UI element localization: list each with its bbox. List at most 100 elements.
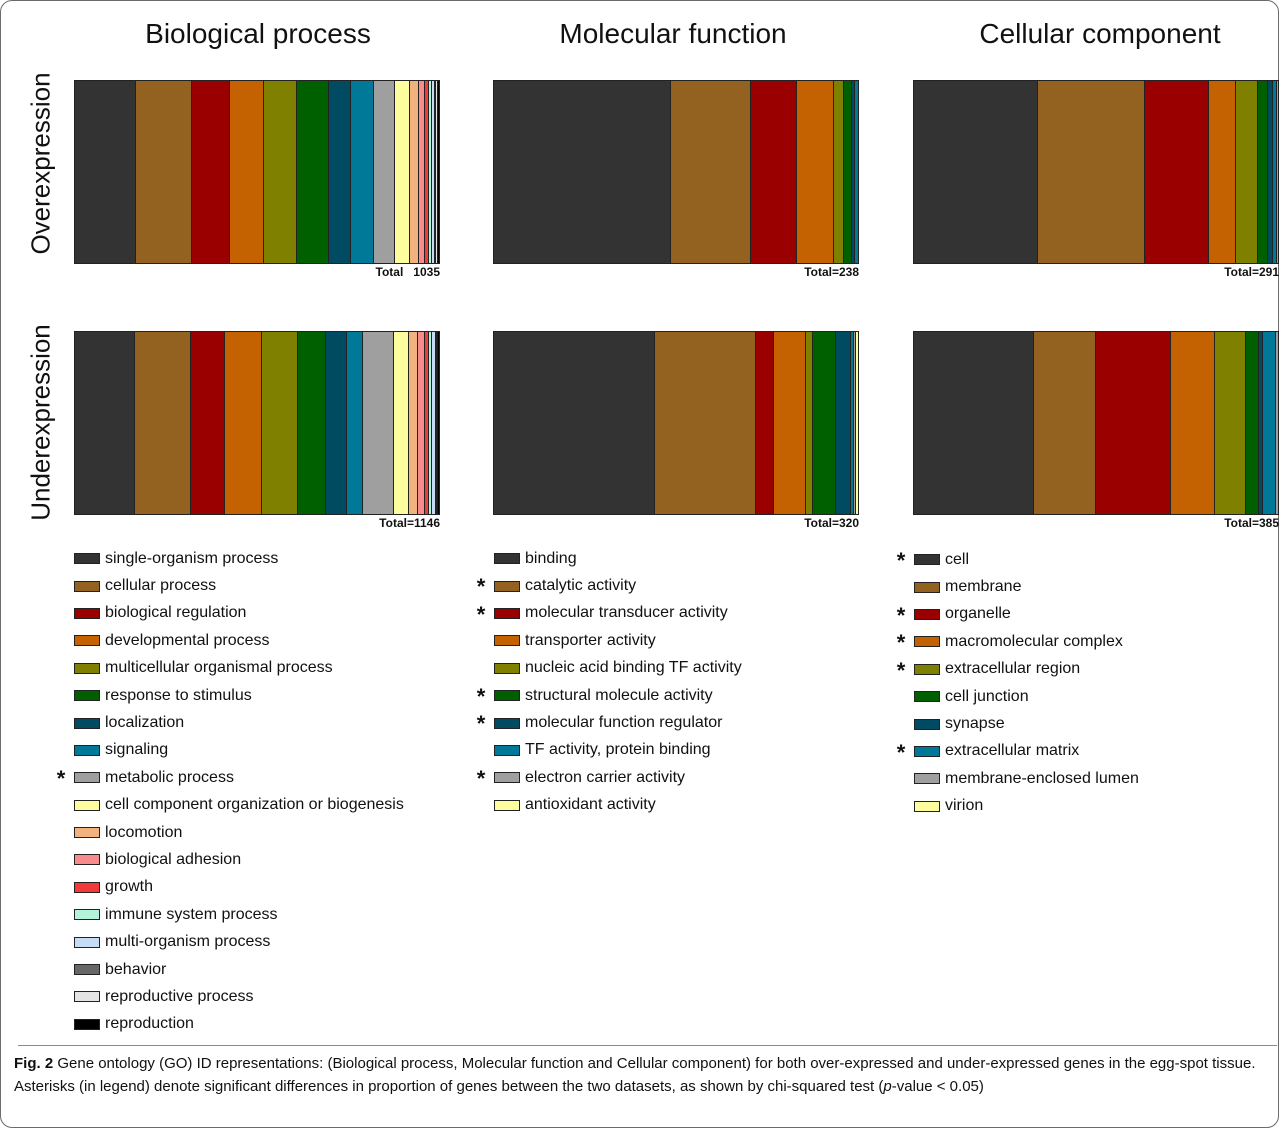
legend-item: * organelle: [897, 601, 1139, 628]
legend-item: transporter activity: [494, 627, 742, 654]
legend-item: membrane: [914, 573, 1139, 600]
caption-p-italic: p: [883, 1078, 892, 1095]
legend-item: * cell: [897, 546, 1139, 573]
legend-item: * molecular transducer activity: [477, 600, 742, 627]
legend-item: * extracellular region: [897, 656, 1139, 683]
cellular-component-legend: * cell membrane * organelle * macromolecular c…: [897, 546, 1139, 820]
legend-label: response to stimulus: [105, 686, 252, 704]
significance-asterisk-icon: *: [896, 630, 906, 656]
legend-swatch: [74, 690, 100, 702]
bar-segment-transporter-activity: [797, 81, 834, 263]
column-title-cellular-component: Cellular component: [979, 18, 1221, 49]
legend-label: extracellular matrix: [945, 742, 1080, 760]
legend-label: reproduction: [105, 1015, 194, 1033]
legend-item: synapse: [914, 710, 1139, 737]
legend-label: membrane-enclosed lumen: [945, 769, 1139, 787]
legend-label: cell junction: [945, 687, 1029, 705]
legend-swatch: [74, 580, 100, 592]
significance-asterisk-icon: *: [56, 766, 66, 792]
legend-label: macromolecular complex: [945, 632, 1123, 650]
legend-item: behavior: [74, 956, 404, 983]
legend-item: * metabolic process: [57, 764, 404, 791]
legend-item: cell junction: [914, 683, 1139, 710]
legend-swatch: [74, 553, 100, 565]
bar-segment-reproduction: [438, 332, 439, 514]
legend-item: response to stimulus: [74, 682, 404, 709]
bar-segment-locomotion: [409, 332, 419, 514]
bar-segment-molecular-transducer-activity: [756, 332, 774, 514]
bar-segment-localization: [326, 332, 348, 514]
bar-segment-organelle: [1095, 332, 1171, 514]
bar-segment-membrane: [1034, 332, 1096, 514]
bar-segment-organelle: [1145, 81, 1210, 263]
legend-swatch: [494, 553, 520, 565]
bar-segment-cell-junction: [1246, 332, 1260, 514]
bar-segment-developmental-process: [224, 332, 262, 514]
bar-segment-behavior: [434, 81, 437, 263]
molecular-function-overexpression-total-label: Total=238: [804, 265, 859, 279]
legend-swatch: [74, 964, 100, 976]
biological-process-underexpression-bar: [74, 331, 440, 515]
bar-segment-electron-carrier-activity: [853, 332, 856, 514]
caption-text-after: -value < 0.05): [891, 1078, 984, 1095]
legend-label: cell component organization or biogenesi…: [105, 796, 404, 814]
legend-item: * catalytic activity: [477, 572, 742, 599]
legend-label: localization: [105, 714, 185, 732]
legend-swatch: [494, 580, 520, 592]
legend-swatch: [494, 635, 520, 647]
legend-item: localization: [74, 709, 404, 736]
biological-process-overexpression-bar: [74, 80, 440, 264]
bar-segment-structural-molecule-activity: [813, 332, 836, 514]
biological-process-underexpression-total-label: Total=1146: [379, 516, 440, 530]
bar-segment-extracellular-region: [1214, 332, 1247, 514]
legend-item: * electron carrier activity: [477, 764, 742, 791]
legend-swatch: [494, 744, 520, 756]
significance-asterisk-icon: *: [476, 683, 486, 709]
legend-label: multicellular organismal process: [105, 659, 333, 677]
legend-item: * extracellular matrix: [897, 738, 1139, 765]
molecular-function-overexpression-bar: [493, 80, 859, 264]
legend-swatch: [494, 717, 520, 729]
legend-item: binding: [494, 545, 742, 572]
bar-segment-nucleic-acid-binding-tf-activity: [833, 81, 845, 263]
significance-asterisk-icon: *: [896, 657, 906, 683]
significance-asterisk-icon: *: [476, 766, 486, 792]
cellular-component-overexpression-bar: [913, 80, 1279, 264]
legend-swatch: [914, 718, 940, 730]
bar-segment-binding: [494, 332, 656, 514]
legend-item: * macromolecular complex: [897, 628, 1139, 655]
bar-segment-macromolecular-complex: [1209, 81, 1236, 263]
legend-label: behavior: [105, 960, 167, 978]
bar-segment-extracellular-region: [1235, 81, 1259, 263]
legend-label: virion: [945, 797, 984, 815]
bar-segment-synapse: [1259, 332, 1264, 514]
legend-swatch: [494, 607, 520, 619]
bar-segment-cell-component-organization-or-biogenesis: [394, 332, 410, 514]
legend-label: organelle: [945, 605, 1011, 623]
legend-item: developmental process: [74, 627, 404, 654]
bar-segment-cellular-process: [136, 81, 192, 263]
legend-item: reproduction: [74, 1011, 404, 1038]
bar-segment-catalytic-activity: [655, 332, 757, 514]
bar-segment-biological-adhesion: [418, 81, 426, 263]
legend-label: molecular transducer activity: [525, 604, 728, 622]
biological-process-overexpression-total-label: Total 1035: [375, 265, 440, 279]
bar-segment-metabolic-process: [373, 81, 395, 263]
legend-item: biological adhesion: [74, 846, 404, 873]
legend-swatch: [74, 991, 100, 1003]
legend-item: multicellular organismal process: [74, 655, 404, 682]
legend-label: transporter activity: [525, 631, 656, 649]
significance-asterisk-icon: *: [896, 548, 906, 573]
figure-caption: Fig. 2 Gene ontology (GO) ID representat…: [14, 1052, 1269, 1098]
legend-swatch: [914, 691, 940, 703]
legend-label: electron carrier activity: [525, 768, 686, 786]
cellular-component-overexpression-total-label: Total=291: [1224, 265, 1279, 279]
bar-segment-tf-activity-protein-binding: [855, 81, 858, 263]
cellular-component-underexpression-total-label: Total=385: [1224, 516, 1279, 530]
legend-label: cell: [945, 550, 970, 568]
bar-segment-localization: [328, 81, 351, 263]
bar-segment-developmental-process: [229, 81, 265, 263]
legend-swatch: [914, 581, 940, 593]
bar-segment-membrane-enclosed-lumen: [1276, 81, 1278, 263]
column-title-biological-process: Biological process: [145, 18, 371, 49]
